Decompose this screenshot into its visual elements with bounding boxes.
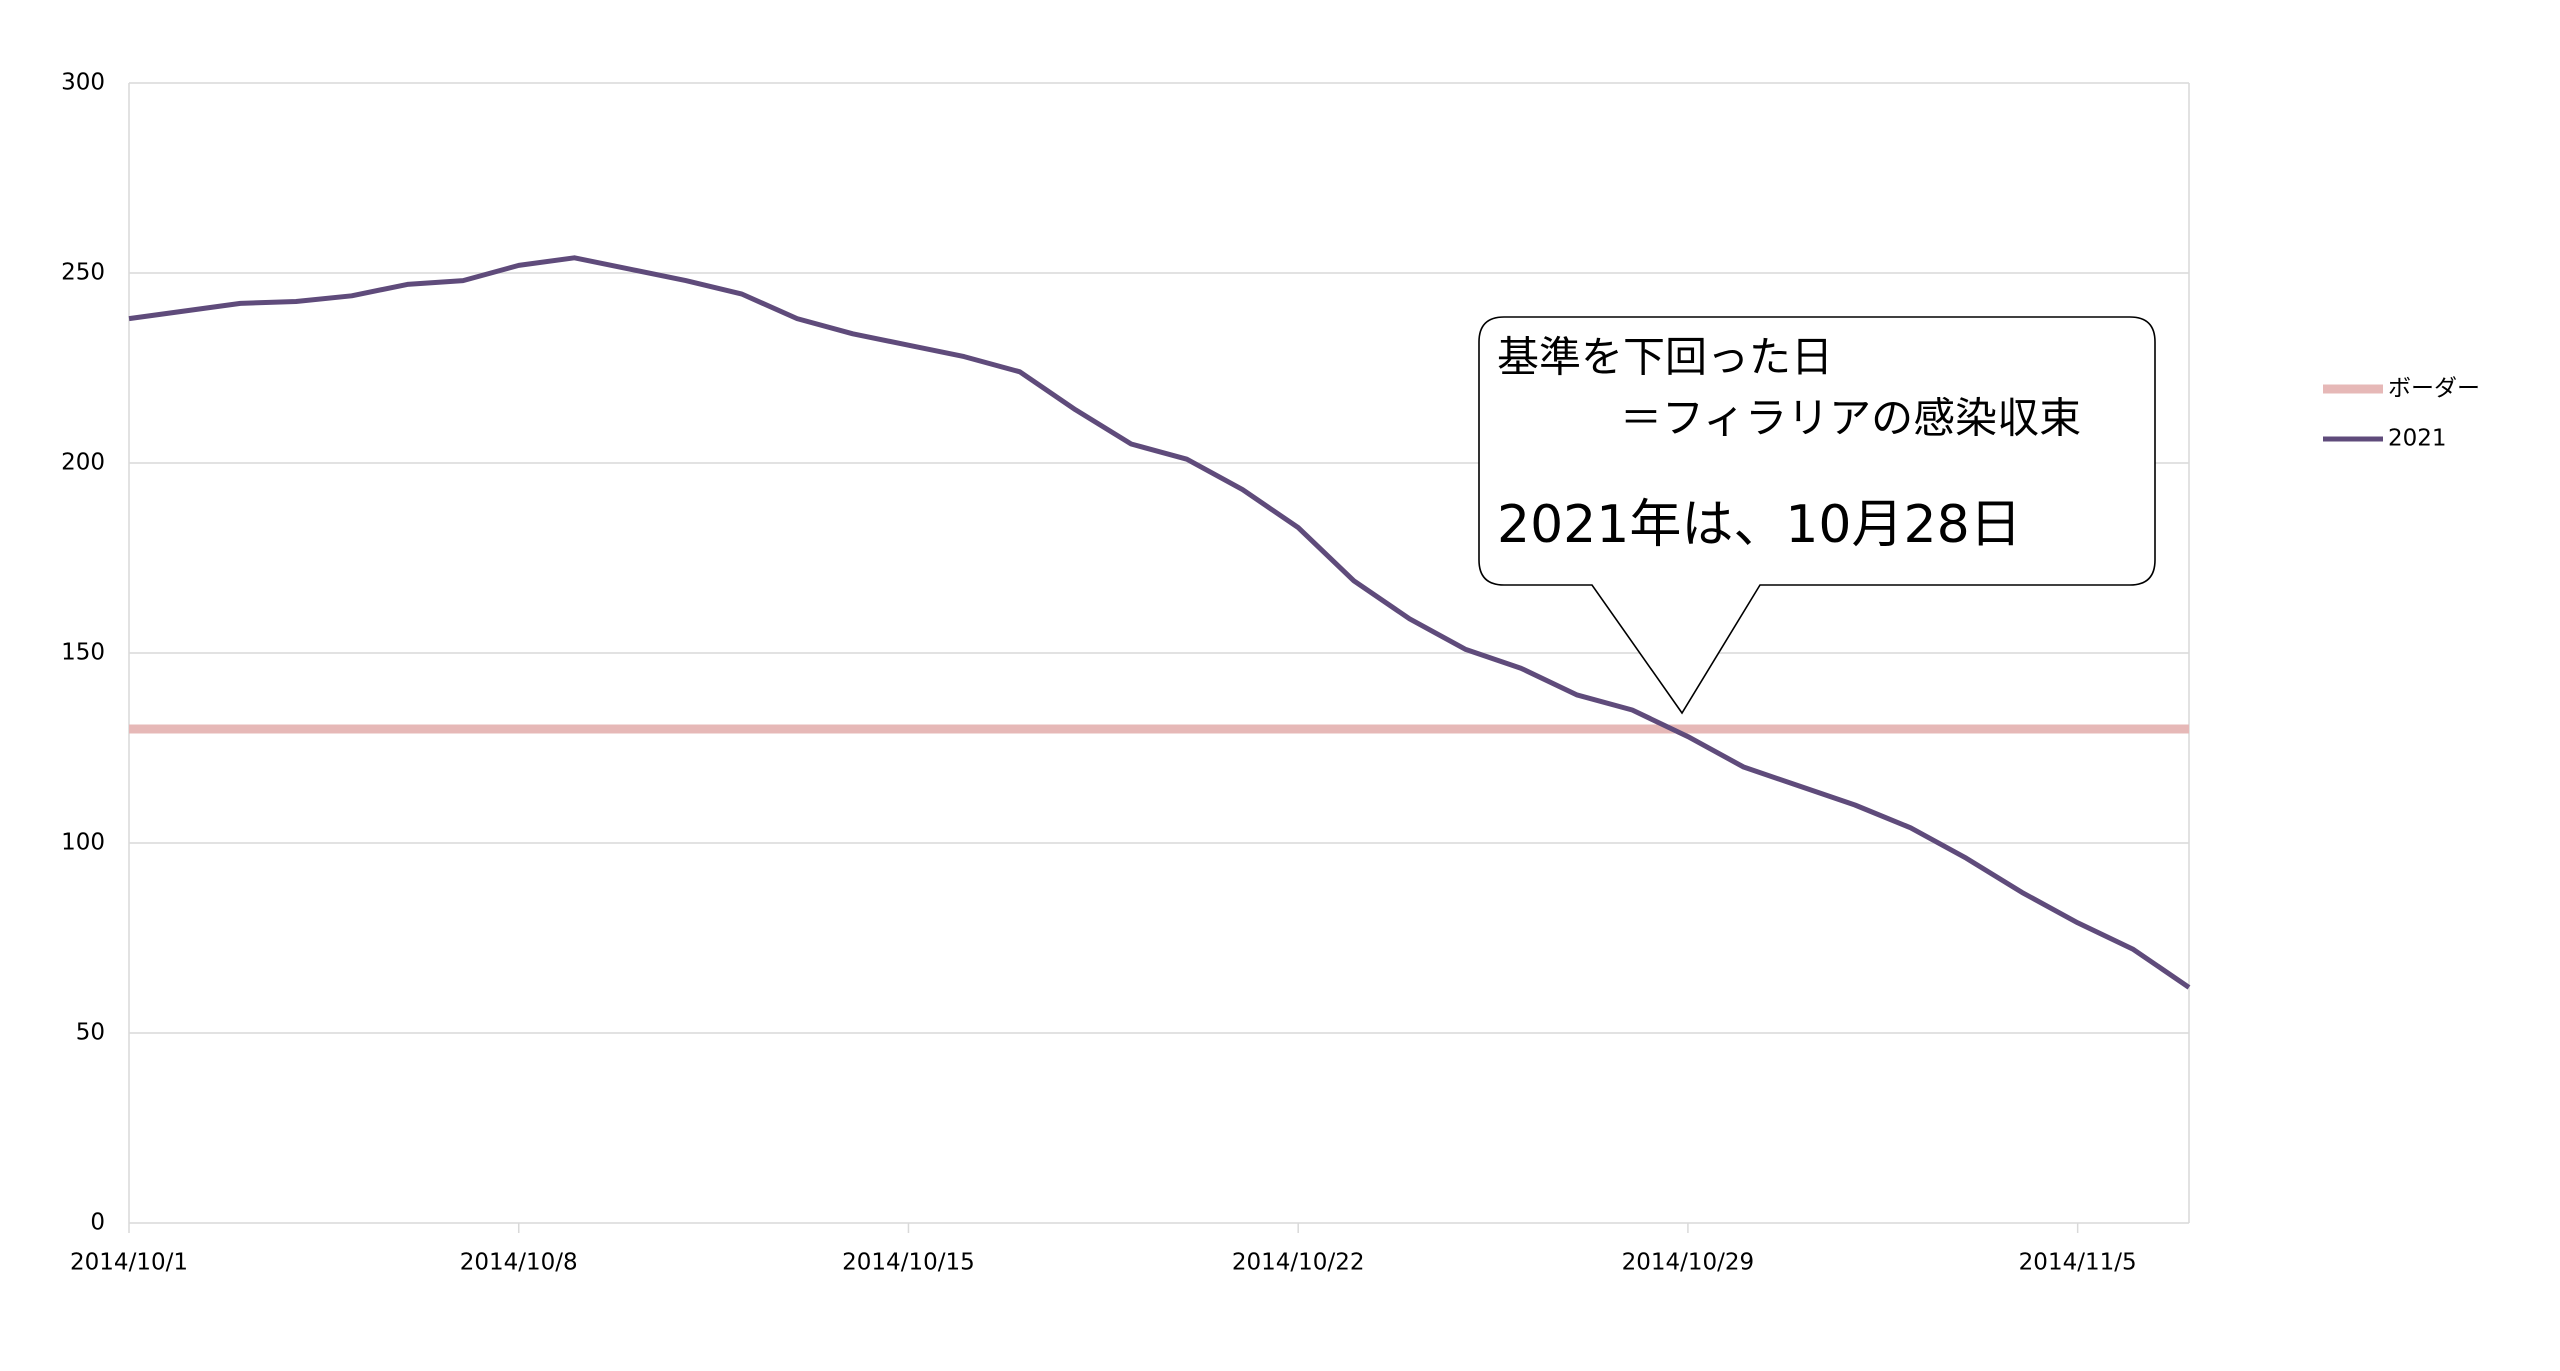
annotation: 基準を下回った日 (1497, 333, 1833, 382)
annotation: ＝フィラリアの感染収束 (1620, 394, 2081, 443)
legend-label: 2021 (2388, 426, 2447, 452)
y-tick-label: 200 (61, 450, 105, 476)
x-tick-label: 2014/11/5 (2019, 1250, 2137, 1276)
x-tick-label: 2014/10/15 (842, 1250, 975, 1276)
y-tick-label: 0 (90, 1210, 105, 1236)
y-tick-label: 300 (61, 70, 105, 96)
plot-area: 0 50 100 150 200 250 300 2014/10/1 2014/10/8 2014… (61, 70, 2191, 1276)
y-tick-label: 250 (61, 260, 105, 286)
series-line (128, 255, 2191, 990)
x-tick-label: 2014/10/8 (460, 1250, 578, 1276)
x-tick-label: 2014/10/1 (70, 1250, 188, 1276)
x-tick-label: 2014/10/29 (1622, 1250, 1755, 1276)
y-tick-label: 50 (76, 1020, 105, 1046)
annotation: 2021年は、10月28日 (1497, 495, 2022, 555)
legend-label: ボーダー (2388, 376, 2480, 402)
callout-box (1478, 316, 2156, 715)
y-tick-label: 100 (61, 830, 105, 856)
x-tick-label: 2014/10/22 (1232, 1250, 1365, 1276)
y-tick-label: 150 (61, 640, 105, 666)
